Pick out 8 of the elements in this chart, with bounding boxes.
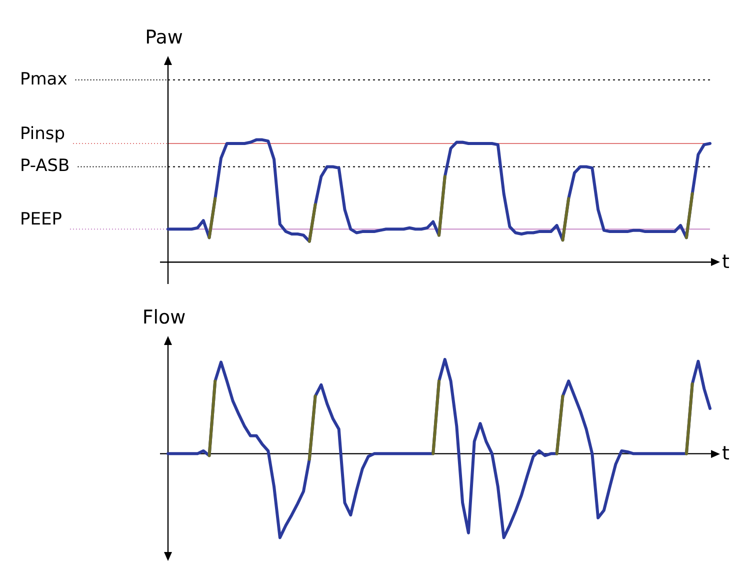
y-axis-title: Paw bbox=[145, 26, 183, 48]
y-axis-title: Flow bbox=[142, 306, 186, 328]
ref-line-label: Pinsp bbox=[20, 124, 66, 144]
ref-line-label: Pmax bbox=[20, 69, 68, 90]
ref-line-label: P-ASB bbox=[20, 156, 70, 176]
x-axis-title: t bbox=[722, 442, 730, 465]
x-axis-title: t bbox=[722, 251, 730, 274]
ref-line-label: PEEP bbox=[20, 210, 62, 230]
